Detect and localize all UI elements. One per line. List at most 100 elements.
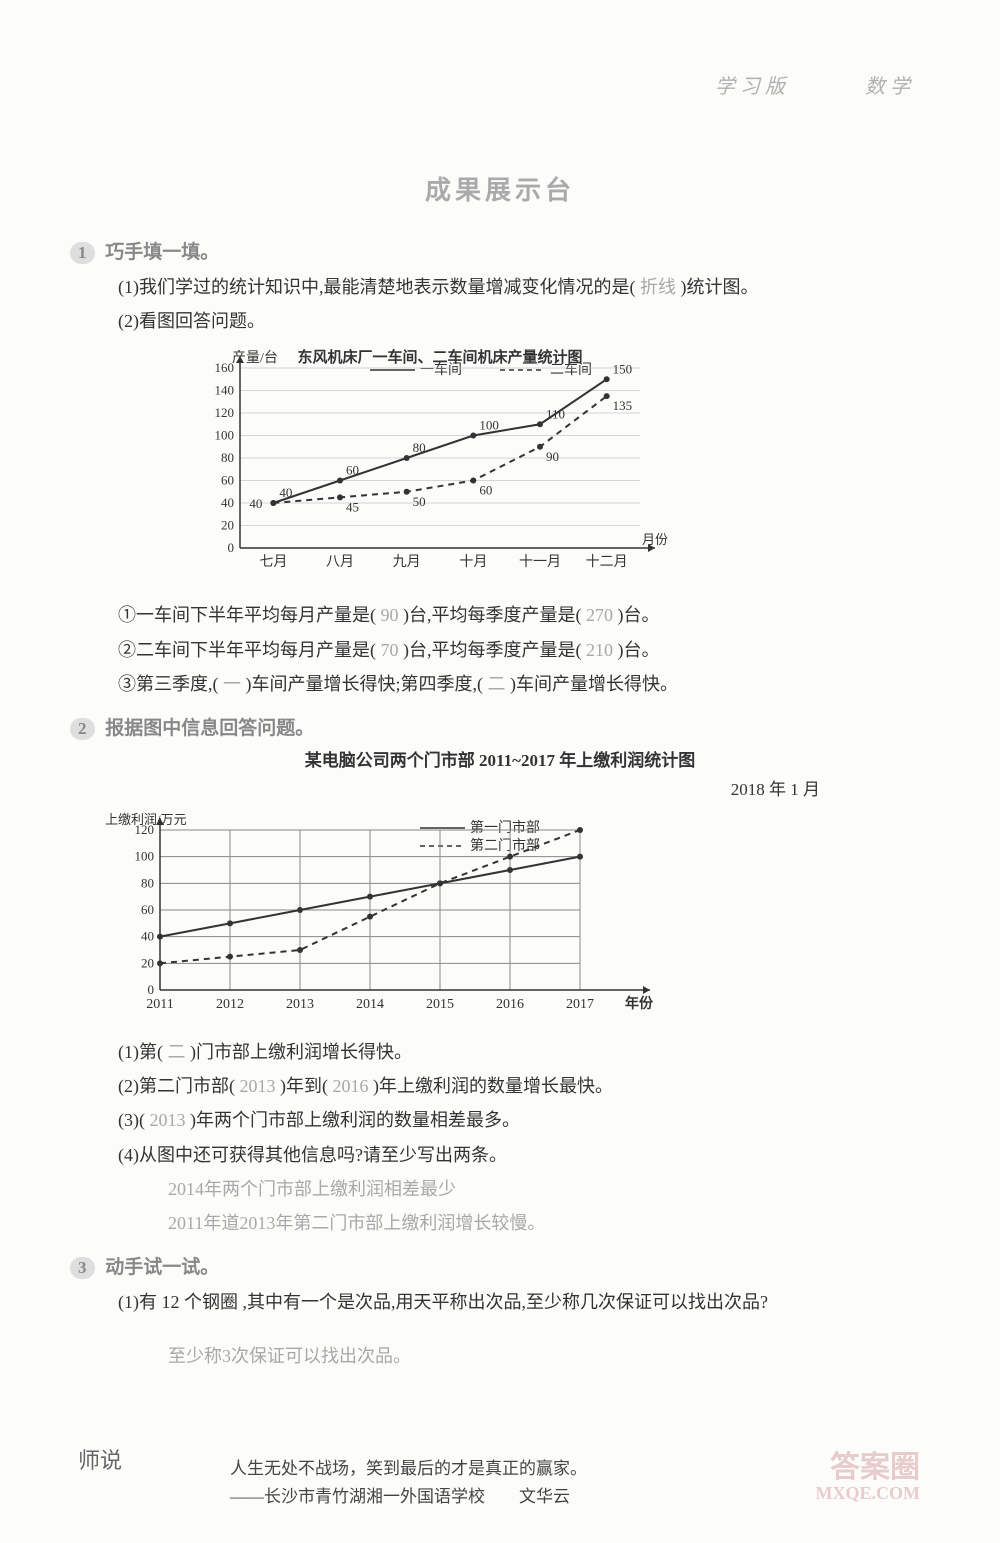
- svg-text:40: 40: [249, 496, 262, 511]
- svg-text:140: 140: [215, 383, 235, 398]
- svg-text:100: 100: [479, 418, 499, 433]
- svg-text:150: 150: [613, 362, 633, 377]
- s1-sub3-b: )车间产量增长得快;第四季度,(: [246, 674, 484, 694]
- svg-text:第二门市部: 第二门市部: [470, 837, 540, 854]
- svg-text:一车间: 一车间: [420, 361, 462, 378]
- svg-text:十一月: 十一月: [519, 554, 561, 570]
- s1-sub1-b: )台,平均每季度产量是(: [403, 605, 582, 625]
- svg-text:45: 45: [346, 500, 359, 515]
- svg-text:十二月: 十二月: [586, 554, 628, 570]
- svg-text:80: 80: [413, 440, 426, 455]
- svg-text:20: 20: [221, 518, 234, 533]
- svg-text:七月: 七月: [259, 554, 287, 570]
- watermark-line1: 答案圈: [816, 1451, 920, 1484]
- svg-text:2013: 2013: [286, 997, 314, 1012]
- s1-sub2-a: ②二车间下半年平均每月产量是(: [118, 640, 376, 660]
- s1-sub2-ans2: 210: [582, 640, 618, 660]
- s2-q4-ans2: 2011年道2013年第二门市部上缴利润增长较慢。: [168, 1206, 930, 1240]
- svg-text:40: 40: [279, 485, 292, 500]
- s1-sub3-c: )车间产量增长得快。: [510, 674, 678, 694]
- svg-text:40: 40: [141, 929, 154, 944]
- page-title: 成果展示台: [70, 170, 930, 207]
- section3-title: 动手试一试。: [105, 1257, 219, 1278]
- svg-text:50: 50: [413, 494, 426, 509]
- s2-q2-b: )年到(: [280, 1076, 328, 1096]
- svg-text:60: 60: [346, 463, 359, 478]
- s2-q1: (1)第( 二 )门市部上缴利润增长得快。: [118, 1035, 930, 1069]
- section1-number: 1: [70, 242, 95, 264]
- chart2-container: 上缴利润/万元第一门市部第二门市部02040608010012020112012…: [100, 810, 930, 1025]
- section2-heading: 2 报据图中信息回答问题。: [70, 713, 930, 740]
- s3-q1-ans: 至少称3次保证可以找出次品。: [168, 1339, 930, 1373]
- svg-text:120: 120: [135, 822, 155, 837]
- svg-text:160: 160: [215, 360, 235, 375]
- s1-q2: (2)看图回答问题。: [118, 304, 930, 338]
- section1-title: 巧手填一填。: [105, 242, 219, 263]
- watermark: 答案圈 MXQE.COM: [816, 1451, 920, 1504]
- svg-text:60: 60: [479, 483, 492, 498]
- s2-q2-ans1: 2013: [235, 1076, 280, 1096]
- header-subject: 学 习 版 数 学: [715, 70, 910, 99]
- s1-q1-answer: 折线: [635, 277, 680, 297]
- s1-sub1: ①一车间下半年平均每月产量是( 90 )台,平均每季度产量是( 270 )台。: [118, 598, 930, 632]
- s1-q1: (1)我们学过的统计知识中,最能清楚地表示数量增减变化情况的是( 折线 )统计图…: [118, 270, 930, 304]
- s1-sub3-ans1: 一: [219, 674, 246, 694]
- svg-text:100: 100: [215, 428, 235, 443]
- footer-quote: 人生无处不战场，笑到最后的才是真正的赢家。 ——长沙市青竹湖湘一外国语学校 文华…: [230, 1455, 590, 1509]
- svg-text:十月: 十月: [459, 554, 487, 570]
- s2-q3-b: )年两个门市部上缴利润的数量相差最多。: [190, 1110, 520, 1130]
- chart2-date: 2018 年 1 月: [70, 775, 820, 800]
- svg-text:第一门市部: 第一门市部: [470, 819, 540, 836]
- svg-text:2012: 2012: [216, 997, 244, 1012]
- s2-q2-c: )年上缴利润的数量增长最快。: [373, 1076, 613, 1096]
- svg-text:110: 110: [546, 407, 565, 422]
- svg-text:100: 100: [135, 849, 155, 864]
- s2-q1-a: (1)第(: [118, 1042, 163, 1062]
- svg-text:135: 135: [613, 399, 633, 414]
- svg-text:九月: 九月: [393, 554, 421, 570]
- s2-q3-ans: 2013: [145, 1110, 190, 1130]
- s3-q1: (1)有 12 个钢圈 ,其中有一个是次品,用天平称出次品,至少称几次保证可以找…: [118, 1285, 930, 1319]
- svg-text:120: 120: [215, 405, 235, 420]
- s1-sub3-a: ③第三季度,(: [118, 674, 219, 694]
- svg-text:80: 80: [141, 875, 154, 890]
- section3-heading: 3 动手试一试。: [70, 1252, 930, 1279]
- s1-sub1-c: )台。: [618, 605, 660, 625]
- s1-sub2-ans1: 70: [376, 640, 403, 660]
- s1-q1-text-b: )统计图。: [680, 277, 758, 297]
- s2-q4: (4)从图中还可获得其他信息吗?请至少写出两条。: [118, 1138, 930, 1172]
- svg-text:二车间: 二车间: [550, 361, 592, 378]
- s2-q3-a: (3)(: [118, 1110, 145, 1130]
- section1-heading: 1 巧手填一填。: [70, 237, 930, 264]
- svg-text:2017: 2017: [566, 997, 594, 1012]
- svg-text:2016: 2016: [496, 997, 524, 1012]
- section3-number: 3: [70, 1257, 95, 1279]
- s1-q1-text-a: (1)我们学过的统计知识中,最能清楚地表示数量增减变化情况的是(: [118, 277, 635, 297]
- section2-number: 2: [70, 718, 95, 740]
- s2-q3: (3)( 2013 )年两个门市部上缴利润的数量相差最多。: [118, 1103, 930, 1137]
- quote-line2: ——长沙市青竹湖湘一外国语学校 文华云: [230, 1483, 590, 1510]
- s1-sub2: ②二车间下半年平均每月产量是( 70 )台,平均每季度产量是( 210 )台。: [118, 633, 930, 667]
- svg-text:90: 90: [546, 449, 559, 464]
- svg-text:0: 0: [148, 982, 155, 997]
- watermark-line2: MXQE.COM: [816, 1484, 920, 1504]
- s2-q2-a: (2)第二门市部(: [118, 1076, 235, 1096]
- chart2-svg: 上缴利润/万元第一门市部第二门市部02040608010012020112012…: [100, 810, 720, 1025]
- section2-title: 报据图中信息回答问题。: [105, 718, 314, 739]
- chart2-title: 某电脑公司两个门市部 2011~2017 年上缴利润统计图: [70, 746, 930, 771]
- svg-text:20: 20: [141, 955, 154, 970]
- s1-sub2-b: )台,平均每季度产量是(: [403, 640, 582, 660]
- s1-sub1-a: ①一车间下半年平均每月产量是(: [118, 605, 376, 625]
- svg-text:0: 0: [228, 540, 235, 555]
- svg-text:月份: 月份: [642, 532, 668, 547]
- s2-q2: (2)第二门市部( 2013 )年到( 2016 )年上缴利润的数量增长最快。: [118, 1069, 930, 1103]
- svg-text:年份: 年份: [625, 995, 654, 1012]
- svg-text:2014: 2014: [356, 997, 384, 1012]
- svg-text:60: 60: [141, 902, 154, 917]
- svg-text:60: 60: [221, 473, 234, 488]
- svg-text:八月: 八月: [326, 554, 354, 570]
- s1-sub3: ③第三季度,( 一 )车间产量增长得快;第四季度,( 二 )车间产量增长得快。: [118, 667, 930, 701]
- s1-sub3-ans2: 二: [483, 674, 510, 694]
- s2-q2-ans2: 2016: [328, 1076, 373, 1096]
- svg-text:40: 40: [221, 495, 234, 510]
